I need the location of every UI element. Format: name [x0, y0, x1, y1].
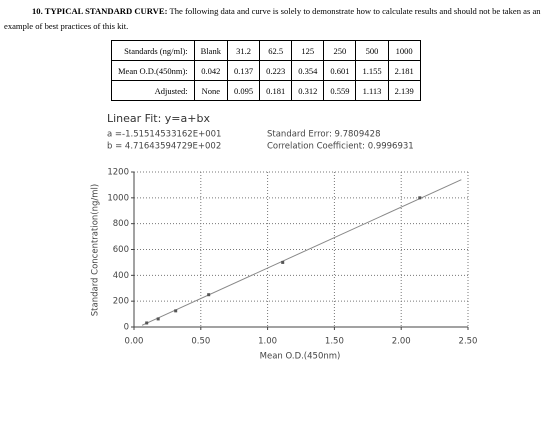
- y-tick-label: 0: [124, 323, 129, 333]
- annotation: Correlation Coefficient: 0.9996931: [267, 142, 414, 152]
- data-table: Standards (ng/ml): Blank 31.2 62.5 125 250 500…: [111, 40, 421, 101]
- heading-text: The following data and curve is solely t…: [4, 6, 541, 31]
- point: [156, 317, 160, 321]
- y-tick-label: 200: [113, 297, 129, 307]
- y-tick-label: 800: [113, 219, 129, 229]
- x-tick-label: 1.50: [325, 337, 344, 347]
- y-tick-label: 1200: [107, 168, 129, 178]
- heading-title: 10. TYPICAL STANDARD CURVE:: [32, 6, 168, 16]
- point: [418, 196, 422, 200]
- x-tick-label: 2.50: [459, 337, 478, 347]
- annotation: b = 4.71643594729E+002: [107, 142, 221, 152]
- point: [145, 321, 149, 325]
- cell: 2.139: [387, 80, 421, 101]
- y-tick-label: 1000: [107, 193, 129, 203]
- table-row: Mean O.D.(450nm): 0.042 0.137 0.223 0.354 0.6…: [111, 60, 421, 81]
- x-axis-label: Mean O.D.(450nm): [260, 352, 341, 362]
- y-tick-label: 600: [113, 245, 129, 255]
- point: [174, 309, 178, 313]
- y-axis-label: Standard Concentration(ng/ml): [91, 184, 101, 316]
- x-tick-label: 2.00: [392, 337, 411, 347]
- point: [207, 293, 211, 297]
- x-tick-label: 1.00: [258, 337, 277, 347]
- annotation: a =-1.51514533162E+001: [107, 130, 221, 140]
- point: [281, 260, 285, 264]
- chart-title: Linear Fit: y=a+bx: [107, 112, 210, 125]
- table-row: Adjusted: None 0.095 0.181 0.312 0.559 1.113 2.…: [111, 80, 421, 101]
- cell: 0.559: [323, 80, 357, 101]
- heading: 10. TYPICAL STANDARD CURVE: The followin…: [4, 4, 548, 34]
- y-tick-label: 400: [113, 271, 129, 281]
- fit-line: [141, 179, 462, 326]
- x-tick-label: 0.00: [125, 337, 144, 347]
- cell: None: [193, 80, 228, 101]
- x-tick-label: 0.50: [191, 337, 210, 347]
- cell: 0.042: [193, 60, 228, 81]
- annotation: Standard Error: 9.7809428: [267, 130, 380, 140]
